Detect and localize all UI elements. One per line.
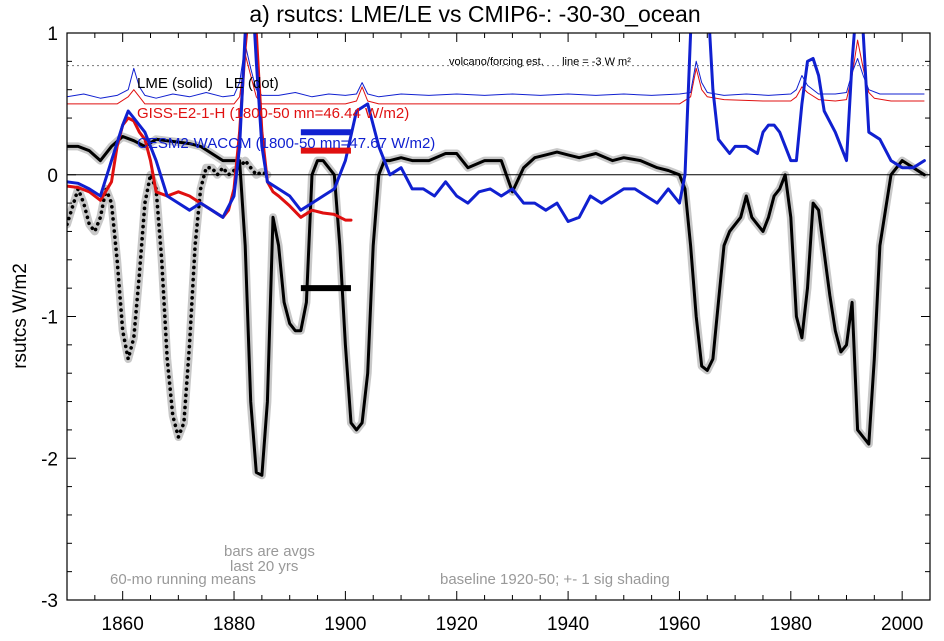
x-tick-label: 1980 [770, 614, 812, 635]
x-tick-label: 1940 [547, 614, 589, 635]
average-bars [300, 129, 351, 292]
forcing-series [67, 39, 925, 105]
y-tick-label: -1 [41, 308, 58, 329]
last20-note: last 20 yrs [230, 558, 298, 575]
cesm-line [67, 33, 926, 223]
y-tick-label: 0 [47, 166, 58, 187]
axes: 1860 1880 1900 1920 1940 1960 1980 2000 -3 -2 -1 0 1 [41, 24, 931, 635]
lme-line [67, 135, 926, 477]
baseline-note: baseline 1920-50; +- 1 sig shading [440, 571, 670, 588]
thin-line-giss [67, 39, 925, 105]
legend-giss: GISS-E2-1-H (1800-50 mn=46.44 W/m2) [137, 105, 409, 122]
running-mean-note: 60-mo running means [110, 571, 256, 588]
y-tick-label: 1 [47, 24, 58, 45]
legend: LME (solid) LE (dot) GISS-E2-1-H (1800-5… [137, 75, 435, 152]
thin-line-cesm [67, 43, 925, 99]
bars-note: bars are avgs [224, 543, 315, 560]
x-tick-label: 1900 [324, 614, 366, 635]
x-tick-label: 1960 [658, 614, 700, 635]
x-tick-label: 2000 [881, 614, 923, 635]
x-tick-label: 1920 [436, 614, 478, 635]
series-lines [67, 33, 926, 477]
x-tick-label: 1880 [213, 614, 255, 635]
shading-band-1 [67, 156, 272, 441]
y-tick-label: -2 [41, 449, 58, 470]
x-tick-label: 1860 [102, 614, 144, 635]
legend-cesm: CESM2-WACCM (1800-50 mn=47.67 W/m2) [137, 135, 435, 152]
chart-title: a) rsutcs: LME/LE vs CMIP6-: -30-30_ocea… [249, 1, 700, 27]
y-tick-label: -3 [41, 591, 58, 612]
legend-lme-le: LME (solid) LE (dot) [137, 75, 279, 92]
y-axis-label: rsutcs W/m2 [10, 263, 31, 369]
volcano-annotation: volcano/forcing est. line = -3 W m² [449, 56, 631, 68]
